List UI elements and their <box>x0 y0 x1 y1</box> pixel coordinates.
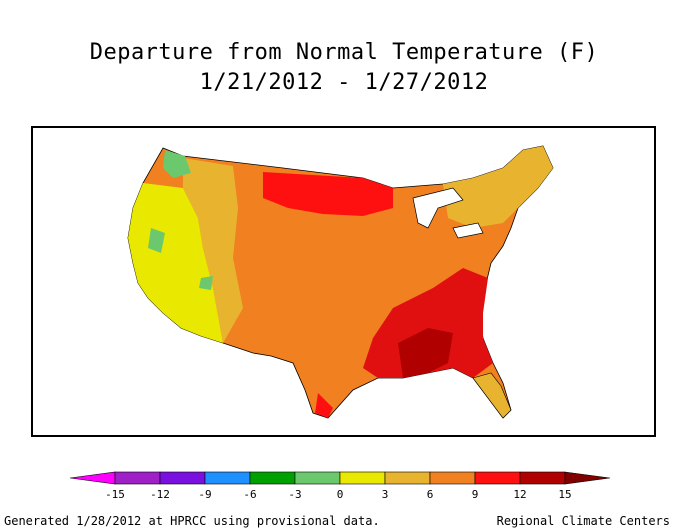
legend-swatch <box>384 471 431 485</box>
map-frame <box>31 126 656 437</box>
legend-swatch <box>519 471 566 485</box>
legend-tick-label: 3 <box>382 488 389 501</box>
cool-anomaly-nevada <box>199 276 213 290</box>
legend-tick-label: 9 <box>472 488 479 501</box>
legend-swatch <box>564 471 611 485</box>
mild-warm-northeast <box>443 146 553 228</box>
warm-anomaly-texas-coast <box>315 393 333 418</box>
legend-tick-label: -15 <box>105 488 125 501</box>
source-credit: Regional Climate Centers <box>496 514 670 528</box>
warm-anomaly-southeast <box>363 268 493 378</box>
warm-anomaly-north <box>263 172 393 216</box>
florida-peninsula <box>472 372 512 419</box>
cool-anomaly-california <box>148 228 165 253</box>
legend-tick-label: -6 <box>243 488 256 501</box>
legend-tick-label: 6 <box>427 488 434 501</box>
legend-swatch <box>474 471 521 485</box>
color-scale-legend: -15 -12 -9 -6 -3 0 3 6 9 12 15 <box>69 471 611 501</box>
legend-tick-label: -9 <box>198 488 211 501</box>
great-lakes <box>412 187 484 239</box>
legend-tick-label: -3 <box>288 488 301 501</box>
us-temperature-map <box>127 145 554 419</box>
legend-swatch <box>339 471 386 485</box>
map-title: Departure from Normal Temperature (F) <box>89 40 599 65</box>
legend-tick-label: -12 <box>150 488 170 501</box>
legend-tick-label: 0 <box>337 488 344 501</box>
legend-swatch <box>159 471 206 485</box>
mild-warm-interior-west <box>183 158 243 343</box>
warm-anomaly-southeast-core <box>398 328 453 378</box>
legend-swatch <box>429 471 476 485</box>
legend-swatch <box>204 471 251 485</box>
legend-tick-label: 15 <box>558 488 571 501</box>
legend-tick-label: 12 <box>513 488 526 501</box>
legend-swatch <box>294 471 341 485</box>
date-range: 1/21/2012 - 1/27/2012 <box>199 70 489 95</box>
near-normal-west-coast <box>128 183 223 343</box>
generated-note: Generated 1/28/2012 at HPRCC using provi… <box>4 514 380 528</box>
legend-swatch <box>249 471 296 485</box>
legend-swatch <box>114 471 161 485</box>
cool-anomaly-northwest <box>163 150 191 178</box>
legend-swatch <box>69 471 116 485</box>
